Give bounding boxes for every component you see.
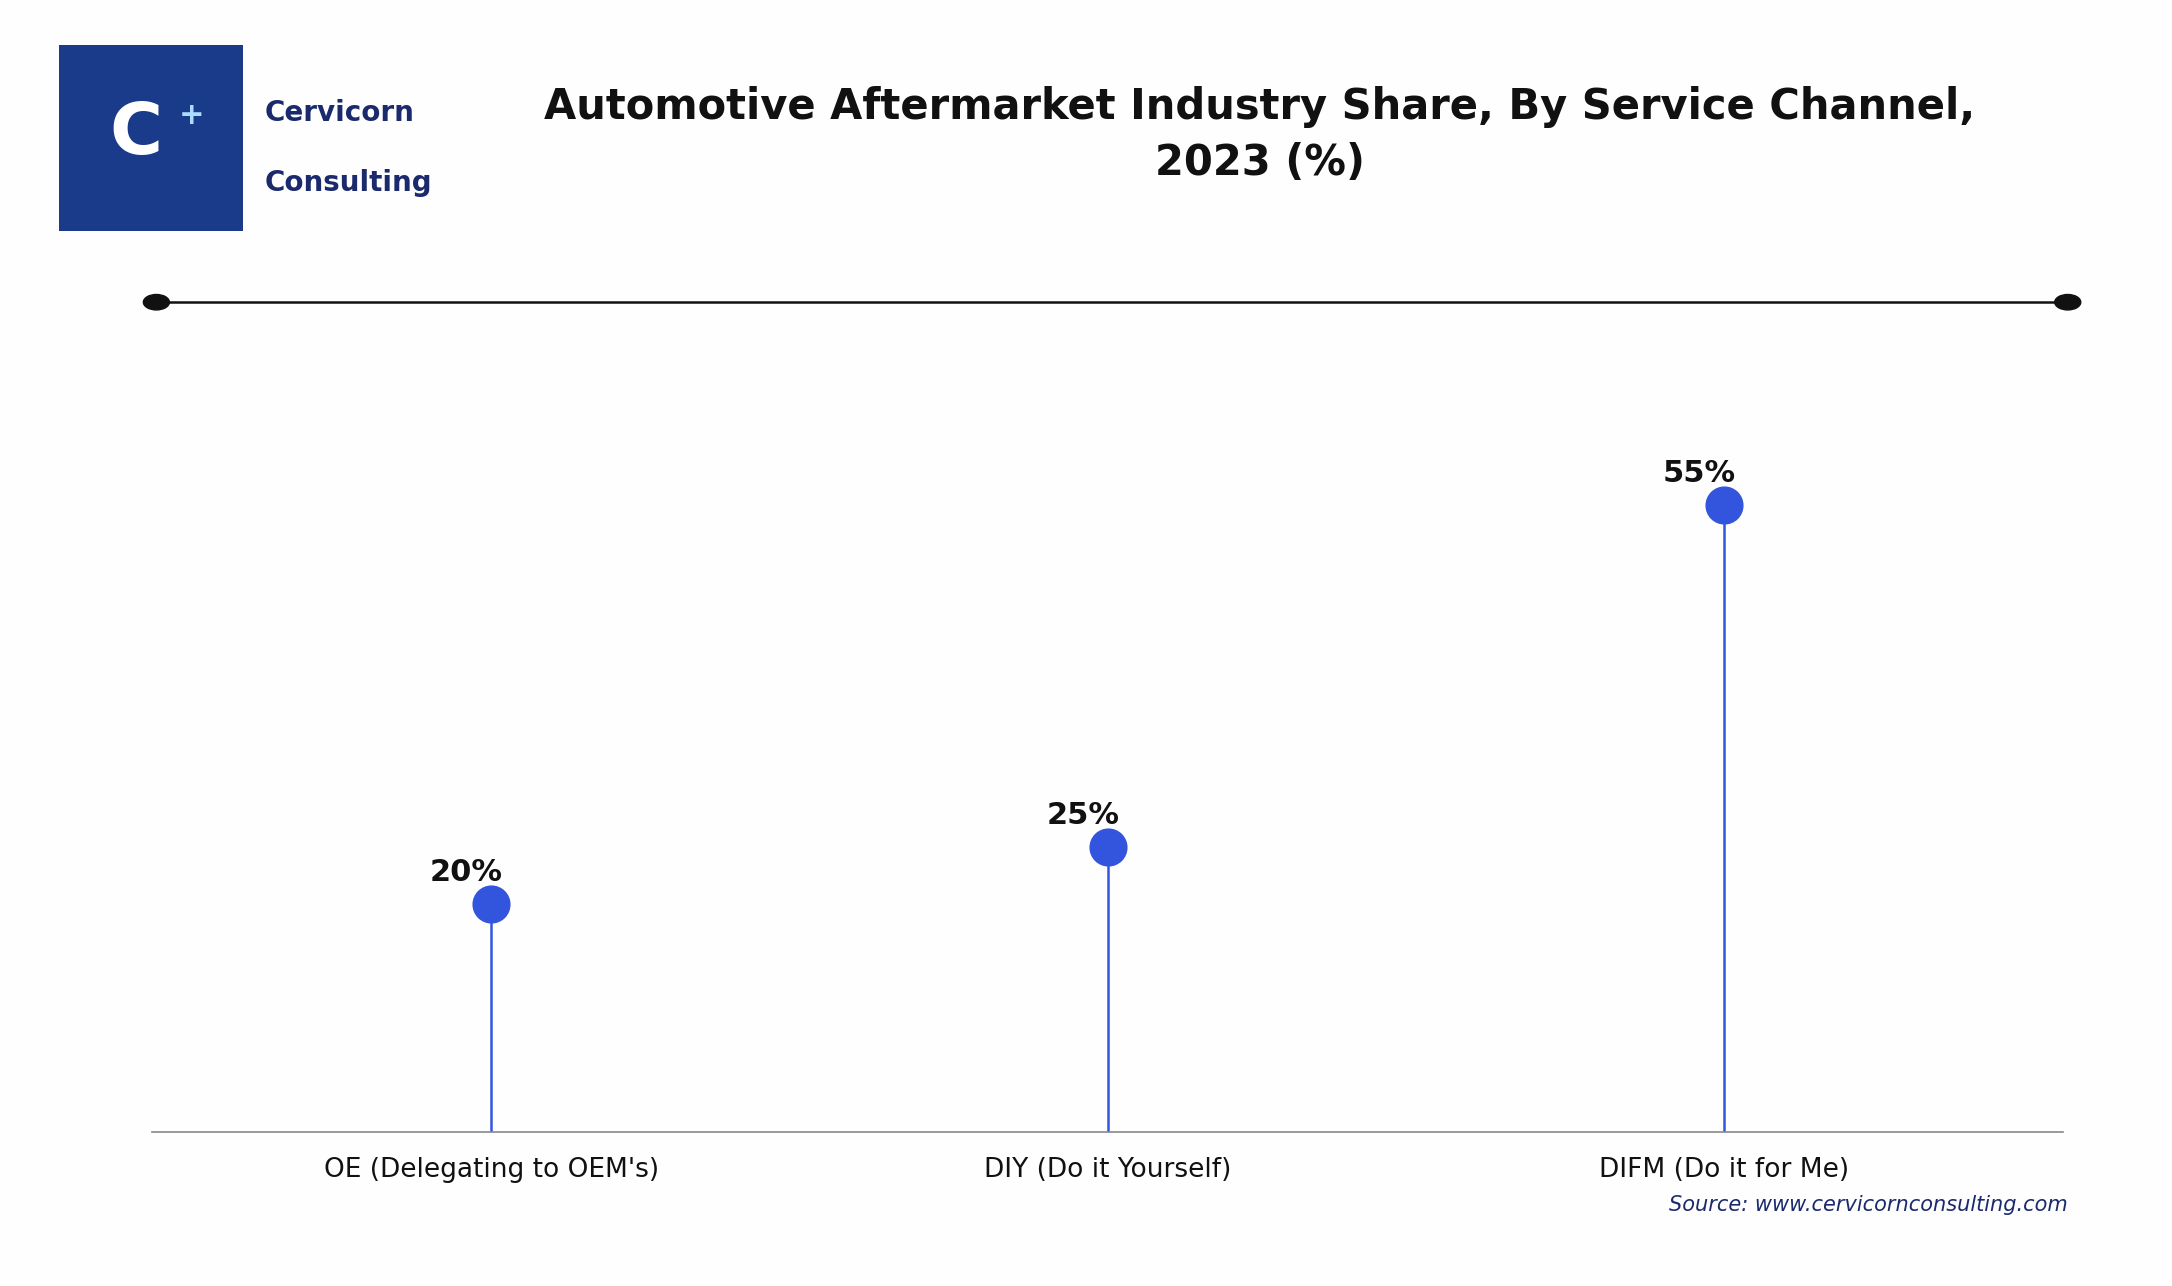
Text: 55%: 55% bbox=[1664, 459, 1735, 489]
Text: Automotive Aftermarket Industry Share, By Service Channel,
2023 (%): Automotive Aftermarket Industry Share, B… bbox=[545, 86, 1974, 184]
Text: 20%: 20% bbox=[430, 858, 504, 887]
Text: Cervicorn: Cervicorn bbox=[265, 99, 415, 127]
Text: +: + bbox=[178, 102, 204, 130]
Text: Consulting: Consulting bbox=[265, 168, 432, 197]
Point bbox=[1090, 837, 1125, 858]
Text: 25%: 25% bbox=[1047, 801, 1119, 829]
Text: Source: www.cervicornconsulting.com: Source: www.cervicornconsulting.com bbox=[1668, 1195, 2068, 1215]
Point bbox=[473, 894, 508, 914]
Point bbox=[1707, 495, 1742, 516]
Text: C: C bbox=[109, 100, 163, 168]
FancyBboxPatch shape bbox=[48, 33, 254, 243]
